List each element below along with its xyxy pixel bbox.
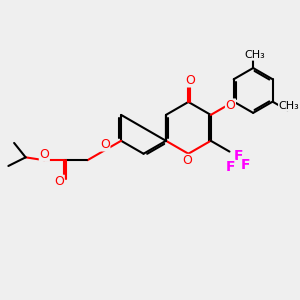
Text: O: O (226, 99, 236, 112)
Text: CH₃: CH₃ (279, 101, 299, 111)
Text: O: O (182, 154, 192, 167)
Text: F: F (233, 149, 243, 163)
Text: O: O (54, 175, 64, 188)
Text: O: O (39, 148, 49, 161)
Text: CH₃: CH₃ (244, 50, 265, 60)
Text: F: F (226, 160, 236, 174)
Text: O: O (100, 138, 110, 151)
Text: O: O (185, 74, 195, 87)
Text: F: F (241, 158, 250, 172)
